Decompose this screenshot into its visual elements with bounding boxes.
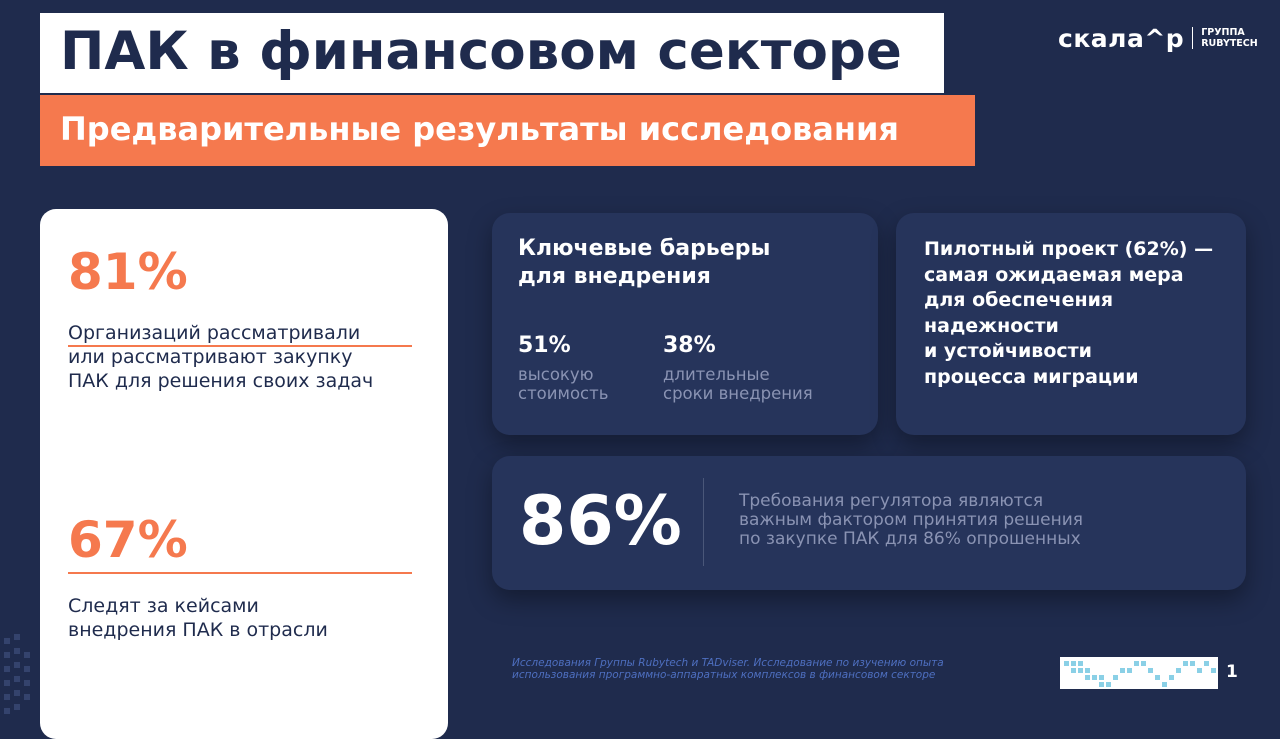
stat-67-line-2: внедрения ПАК в отрасли <box>68 619 328 641</box>
regulator-value: 86% <box>519 482 682 561</box>
barrier-cost-label: высокую стоимость <box>518 365 608 403</box>
logo-divider <box>1192 27 1194 49</box>
pilot-line-1: Пилотный проект (62%) — <box>924 238 1214 260</box>
regulator-divider <box>703 478 704 566</box>
barriers-title-line-2: для внедрения <box>518 264 711 289</box>
barriers-title: Ключевые барьеры для внедрения <box>518 235 770 291</box>
pilot-project-text: Пилотный проект (62%) — самая ожидаемая … <box>924 237 1213 390</box>
regulator-line-3: по закупке ПАК для 86% опрошенных <box>739 529 1081 549</box>
stat-67-text: Следят за кейсами внедрения ПАК в отрасл… <box>68 594 328 642</box>
stat-81-line-3: ПАК для решения своих задач <box>68 370 374 392</box>
page-number: 1 <box>1226 662 1238 682</box>
barriers-title-line-1: Ключевые барьеры <box>518 236 771 261</box>
page-title: ПАК в финансовом секторе <box>60 21 902 82</box>
pilot-line-5: и устойчивости <box>924 340 1092 362</box>
stat-81-underline <box>68 345 412 347</box>
decorative-dots <box>4 634 30 714</box>
brand-name: скала^р <box>1058 23 1185 53</box>
left-stats-card: 81% Организаций рассматривали или рассма… <box>40 209 448 739</box>
page-pattern-badge <box>1060 657 1246 689</box>
stat-81-value: 81% <box>68 243 188 301</box>
source-line-1: Исследования Группы Rubytech и TADviser.… <box>512 657 944 669</box>
regulator-card: 86% Требования регулятора являются важны… <box>492 456 1246 590</box>
pilot-line-2: самая ожидаемая мера <box>924 263 1184 286</box>
regulator-text: Требования регулятора являются важным фа… <box>739 492 1083 549</box>
pilot-line-6: процесса миграции <box>924 365 1139 388</box>
barrier-time-value: 38% <box>663 333 716 358</box>
stat-81-text: Организаций рассматривали или рассматрив… <box>68 321 373 393</box>
pilot-line-4: надежности <box>924 314 1059 337</box>
regulator-line-2: важным фактором принятия решения <box>739 510 1083 530</box>
source-line-2: использования программно-аппаратных комп… <box>512 669 936 681</box>
barrier-cost-line-1: высокую <box>518 365 594 384</box>
barrier-time-line-2: сроки внедрения <box>663 384 813 403</box>
group-line-2: RUBYTECH <box>1201 38 1258 49</box>
regulator-line-1: Требования регулятора являются <box>739 491 1044 511</box>
barrier-cost-value: 51% <box>518 333 571 358</box>
stat-67-value: 67% <box>68 511 188 569</box>
barrier-time-line-1: длительные <box>663 365 770 384</box>
source-footnote: Исследования Группы Rubytech и TADviser.… <box>512 657 1032 681</box>
page-subtitle: Предварительные результаты исследования <box>60 110 899 148</box>
stat-81-line-2: или рассматривают закупку <box>68 346 353 368</box>
pilot-line-3: для обеспечения <box>924 289 1114 311</box>
pilot-project-card: Пилотный проект (62%) — самая ожидаемая … <box>896 213 1246 435</box>
brand-logo: скала^р ГРУППА RUBYTECH <box>1058 22 1258 54</box>
group-name: ГРУППА RUBYTECH <box>1201 27 1258 49</box>
barrier-time-label: длительные сроки внедрения <box>663 365 813 403</box>
stat-81-line-1: Организаций рассматривали <box>68 322 361 344</box>
subtitle-banner: Предварительные результаты исследования <box>40 95 975 166</box>
stat-67-line-1: Следят за кейсами <box>68 595 259 617</box>
barrier-cost-line-2: стоимость <box>518 384 609 403</box>
barriers-card: Ключевые барьеры для внедрения 51% высок… <box>492 213 878 435</box>
title-banner: ПАК в финансовом секторе <box>40 13 944 93</box>
stat-67-underline <box>68 572 412 574</box>
group-line-1: ГРУППА <box>1201 27 1245 38</box>
